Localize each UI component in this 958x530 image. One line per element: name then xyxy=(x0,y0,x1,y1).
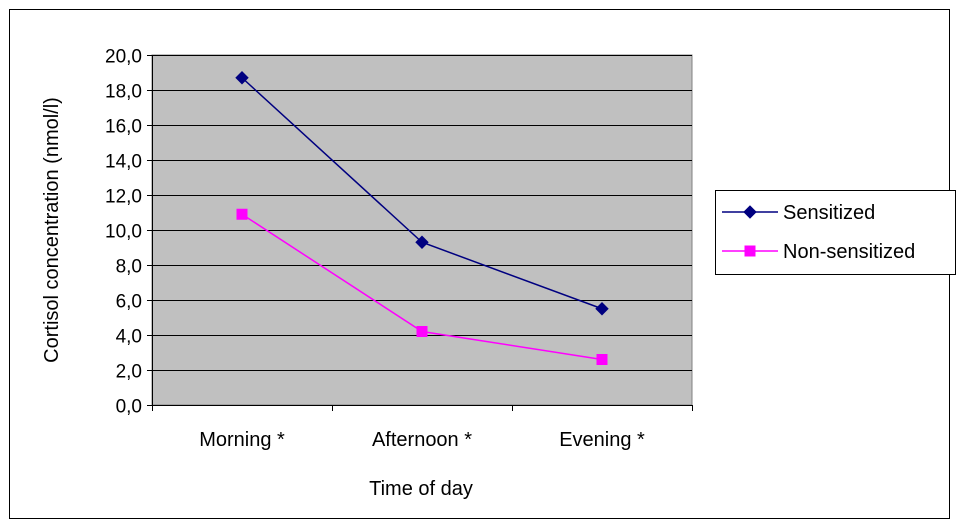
y-axis-title: Cortisol concentration (nmol/l) xyxy=(41,97,63,363)
y-tick-label: 12,0 xyxy=(105,187,142,208)
legend-label: Sensitized xyxy=(783,202,875,224)
x-axis-title: Time of day xyxy=(369,478,473,500)
y-tick-label: 4,0 xyxy=(116,327,142,348)
series-1 xyxy=(236,208,608,365)
x-tick-label: Evening * xyxy=(559,429,645,451)
series xyxy=(235,71,609,365)
y-tick-label: 6,0 xyxy=(116,292,142,313)
y-tick-label: 2,0 xyxy=(116,362,142,383)
y-tick-label: 0,0 xyxy=(116,397,142,418)
y-tick-label: 10,0 xyxy=(105,222,142,243)
axes xyxy=(147,55,693,411)
data-point xyxy=(236,208,248,220)
series-0 xyxy=(235,71,609,316)
x-tick-label: Morning * xyxy=(199,429,285,451)
data-point xyxy=(416,326,428,337)
y-tick-label: 18,0 xyxy=(105,82,142,103)
legend-marker xyxy=(743,205,757,219)
y-tick-label: 8,0 xyxy=(116,257,142,278)
data-point xyxy=(596,354,608,365)
y-tick-label: 16,0 xyxy=(105,117,142,138)
legend-label: Non-sensitized xyxy=(783,241,915,263)
y-tick-label: 14,0 xyxy=(105,152,142,173)
legend: Sensitized Non-sensitized xyxy=(715,190,956,275)
y-tick-labels: 0,0 2,0 4,0 6,0 8,0 10,0 12,0 14,0 16,0 18,0 20,0 xyxy=(105,47,142,418)
data-point xyxy=(415,235,429,249)
data-point xyxy=(595,302,609,316)
data-point xyxy=(235,71,249,85)
y-tick-label: 20,0 xyxy=(105,47,142,68)
x-tick-label: Afternoon * xyxy=(372,429,472,451)
legend-marker xyxy=(744,245,756,257)
x-tick-labels: Morning * Afternoon * Evening * xyxy=(199,429,645,451)
legend-box xyxy=(715,190,956,275)
